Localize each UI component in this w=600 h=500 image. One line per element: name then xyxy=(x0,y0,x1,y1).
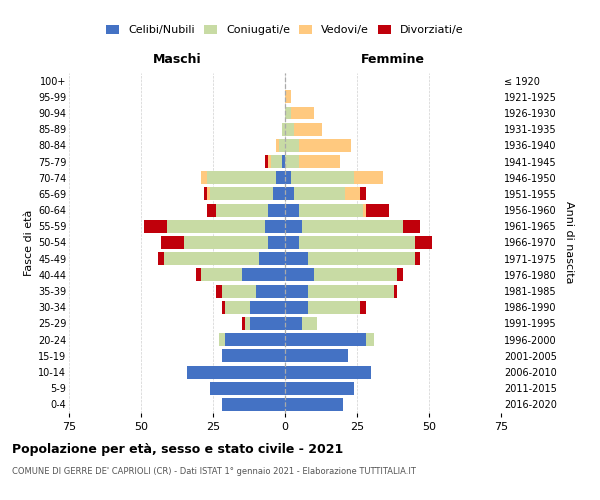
Bar xyxy=(285,220,302,233)
Bar xyxy=(216,204,268,216)
Bar xyxy=(242,268,285,281)
Bar xyxy=(205,188,207,200)
Bar xyxy=(291,106,314,120)
Bar xyxy=(285,139,299,152)
Bar xyxy=(299,204,363,216)
Bar xyxy=(219,333,224,346)
Bar xyxy=(274,188,285,200)
Bar xyxy=(291,172,354,184)
Bar xyxy=(196,268,202,281)
Bar xyxy=(277,172,285,184)
Bar xyxy=(299,236,415,249)
Bar xyxy=(285,333,365,346)
Bar xyxy=(216,284,221,298)
Bar xyxy=(314,268,397,281)
Bar xyxy=(187,366,285,378)
Bar xyxy=(265,220,285,233)
Bar xyxy=(285,172,291,184)
Bar xyxy=(285,122,293,136)
Legend: Celibi/Nubili, Coniugati/e, Vedovi/e, Divorziati/e: Celibi/Nubili, Coniugati/e, Vedovi/e, Di… xyxy=(102,20,468,40)
Bar xyxy=(221,398,285,411)
Bar xyxy=(360,188,365,200)
Bar xyxy=(250,301,285,314)
Bar xyxy=(293,122,322,136)
Bar xyxy=(365,333,374,346)
Y-axis label: Fasce di età: Fasce di età xyxy=(23,210,34,276)
Bar xyxy=(354,172,383,184)
Bar xyxy=(363,204,365,216)
Bar xyxy=(144,220,167,233)
Bar xyxy=(184,236,268,249)
Bar xyxy=(268,236,285,249)
Bar xyxy=(308,284,394,298)
Bar xyxy=(207,204,216,216)
Bar xyxy=(285,382,354,394)
Text: Popolazione per età, sesso e stato civile - 2021: Popolazione per età, sesso e stato civil… xyxy=(12,442,343,456)
Bar xyxy=(282,155,285,168)
Bar xyxy=(285,252,308,265)
Bar xyxy=(285,90,291,104)
Bar xyxy=(308,252,415,265)
Bar xyxy=(210,188,274,200)
Bar xyxy=(285,236,299,249)
Bar xyxy=(279,139,285,152)
Bar xyxy=(265,155,268,168)
Bar xyxy=(167,220,265,233)
Bar xyxy=(224,301,250,314)
Bar xyxy=(285,106,291,120)
Bar xyxy=(221,284,256,298)
Bar xyxy=(271,155,282,168)
Bar xyxy=(242,317,245,330)
Bar xyxy=(282,122,285,136)
Bar xyxy=(221,301,224,314)
Bar xyxy=(302,220,403,233)
Bar xyxy=(360,301,365,314)
Bar xyxy=(403,220,421,233)
Text: Maschi: Maschi xyxy=(152,53,202,66)
Bar xyxy=(308,301,360,314)
Bar xyxy=(224,333,285,346)
Bar xyxy=(268,204,285,216)
Bar xyxy=(285,188,293,200)
Bar xyxy=(415,252,421,265)
Bar xyxy=(365,204,389,216)
Bar xyxy=(210,382,285,394)
Bar xyxy=(394,284,397,298)
Bar xyxy=(221,350,285,362)
Bar xyxy=(397,268,403,281)
Bar xyxy=(299,155,340,168)
Bar xyxy=(259,252,285,265)
Bar xyxy=(285,204,299,216)
Bar xyxy=(202,268,242,281)
Bar xyxy=(415,236,432,249)
Bar xyxy=(207,172,277,184)
Bar xyxy=(285,301,308,314)
Y-axis label: Anni di nascita: Anni di nascita xyxy=(563,201,574,283)
Bar xyxy=(293,188,346,200)
Bar xyxy=(245,317,250,330)
Bar xyxy=(285,284,308,298)
Bar xyxy=(285,350,349,362)
Text: COMUNE DI GERRE DE' CAPRIOLI (CR) - Dati ISTAT 1° gennaio 2021 - Elaborazione TU: COMUNE DI GERRE DE' CAPRIOLI (CR) - Dati… xyxy=(12,468,416,476)
Bar xyxy=(158,252,164,265)
Bar xyxy=(285,366,371,378)
Bar xyxy=(161,236,184,249)
Bar xyxy=(299,139,351,152)
Text: Femmine: Femmine xyxy=(361,53,425,66)
Bar xyxy=(250,317,285,330)
Bar xyxy=(207,188,210,200)
Bar xyxy=(285,317,302,330)
Bar xyxy=(285,268,314,281)
Bar xyxy=(268,155,271,168)
Bar xyxy=(202,172,207,184)
Bar xyxy=(277,139,279,152)
Bar xyxy=(285,398,343,411)
Bar xyxy=(256,284,285,298)
Bar xyxy=(346,188,360,200)
Bar xyxy=(285,155,299,168)
Bar xyxy=(164,252,259,265)
Bar xyxy=(302,317,317,330)
